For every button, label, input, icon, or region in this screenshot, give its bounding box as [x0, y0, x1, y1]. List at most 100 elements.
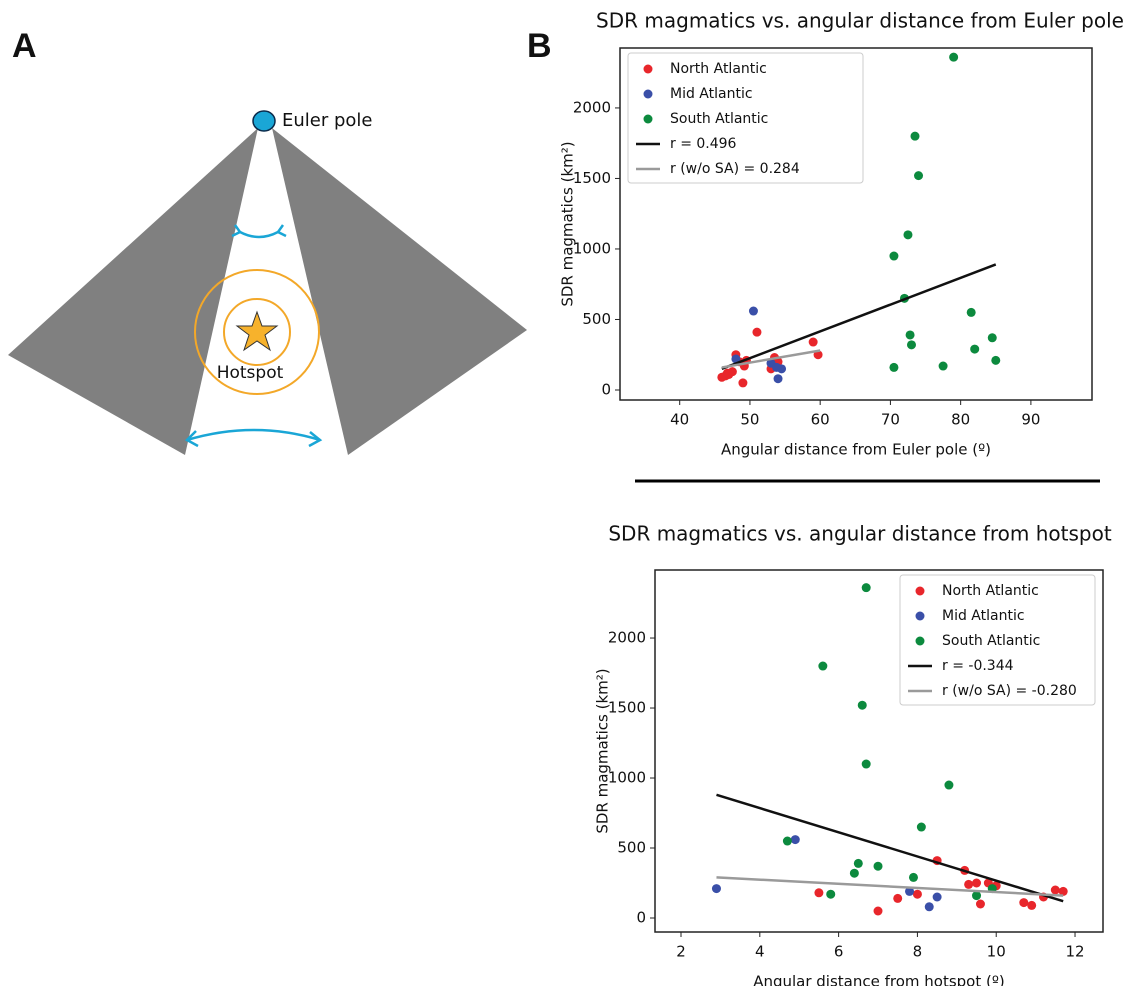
point	[752, 327, 762, 337]
legend-label: South Atlantic	[942, 633, 1040, 649]
legend-label: r (w/o SA) = -0.280	[942, 683, 1077, 699]
legend-swatch	[915, 586, 925, 596]
x-tick-label: 4	[755, 943, 765, 961]
fit-line	[721, 349, 821, 369]
chart-title: SDR magmatics vs. angular distance from …	[596, 9, 1124, 33]
point	[711, 884, 721, 894]
y-tick-label: 1500	[573, 169, 611, 187]
label: Euler pole	[282, 110, 373, 131]
point	[903, 230, 913, 240]
point	[857, 700, 867, 710]
y-tick-label: 2000	[608, 629, 646, 647]
point	[893, 893, 903, 903]
point	[932, 892, 942, 902]
y-tick-label: 500	[617, 839, 646, 857]
ring	[194, 269, 320, 395]
point	[814, 888, 824, 898]
point	[912, 889, 922, 899]
y-tick-label: 1000	[608, 769, 646, 787]
point	[818, 661, 828, 671]
y-tick-label: 1000	[573, 239, 611, 257]
plate-wedge	[8, 128, 258, 455]
legend-label: Mid Atlantic	[670, 86, 753, 102]
legend-label: r = 0.496	[670, 136, 737, 152]
point	[861, 759, 871, 769]
point	[722, 368, 732, 378]
point	[944, 780, 954, 790]
legend-swatch	[643, 89, 653, 99]
ring	[223, 298, 291, 366]
plot-frame	[619, 47, 1093, 401]
legend-label: r (w/o SA) = 0.284	[670, 161, 800, 177]
point	[949, 52, 959, 62]
fit-line	[716, 793, 1064, 903]
arrowhead	[184, 430, 323, 448]
point	[772, 362, 782, 372]
point	[972, 878, 982, 888]
y-axis-label: SDR magmatics (km²)	[559, 141, 577, 306]
fit-line	[716, 876, 1064, 897]
point	[782, 836, 792, 846]
legend-label: r = -0.344	[942, 658, 1014, 674]
point	[849, 868, 859, 878]
y-tick-label: 2000	[573, 98, 611, 116]
point	[790, 835, 800, 845]
point	[748, 306, 758, 316]
point	[731, 354, 741, 364]
panel-label: B	[527, 27, 552, 65]
x-tick-label: 10	[987, 943, 1006, 961]
legend-swatch	[643, 114, 653, 124]
point	[924, 902, 934, 912]
diagram: Euler pole Hotspot	[8, 110, 527, 455]
legend-swatch	[915, 611, 925, 621]
fit-line	[721, 263, 997, 371]
point	[964, 879, 974, 889]
y-tick-label: 500	[582, 310, 611, 328]
point	[908, 872, 918, 882]
point	[914, 171, 924, 181]
x-tick-label: 6	[834, 943, 844, 961]
x-axis-label: Angular distance from Euler pole (º)	[721, 441, 991, 459]
point	[916, 822, 926, 832]
point	[826, 889, 836, 899]
legend-frame	[899, 574, 1096, 706]
point	[1050, 885, 1060, 895]
point	[906, 340, 916, 350]
legend-label: South Atlantic	[670, 111, 768, 127]
point	[970, 344, 980, 354]
point	[861, 583, 871, 593]
point	[910, 131, 920, 141]
point	[938, 361, 948, 371]
chart-title: SDR magmatics vs. angular distance from …	[608, 522, 1111, 546]
x-tick-label: 40	[670, 411, 689, 429]
legend-label: North Atlantic	[670, 61, 767, 77]
legend-swatch	[643, 64, 653, 74]
point	[991, 355, 1001, 365]
point	[873, 861, 883, 871]
x-tick-label: 60	[811, 411, 830, 429]
panel-label: A	[12, 27, 37, 65]
arrowhead	[231, 224, 287, 238]
arrow	[186, 428, 321, 442]
point	[1019, 898, 1029, 908]
point	[972, 891, 982, 901]
x-tick-label: 80	[951, 411, 970, 429]
point	[889, 251, 899, 261]
star	[235, 310, 279, 352]
point	[853, 858, 863, 868]
legend-frame	[627, 52, 864, 184]
point	[975, 899, 985, 909]
point	[905, 886, 915, 896]
x-tick-label: 2	[676, 943, 686, 961]
point	[808, 337, 818, 347]
x-tick-label: 12	[1065, 943, 1084, 961]
point	[1027, 900, 1037, 910]
y-axis-label: SDR magmatics (km²)	[594, 668, 612, 833]
x-tick-label: 70	[881, 411, 900, 429]
x-tick-label: 8	[913, 943, 923, 961]
y-tick-label: 0	[636, 909, 646, 927]
arrow	[239, 230, 279, 239]
point	[738, 378, 748, 388]
point	[905, 330, 915, 340]
